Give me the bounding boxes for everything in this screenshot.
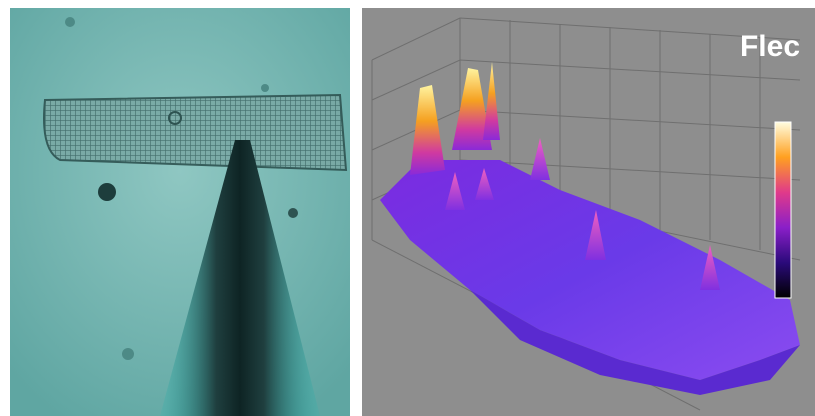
- particle: [261, 84, 269, 92]
- panel-label: Flec: [740, 30, 800, 63]
- particle: [65, 17, 75, 27]
- microscopy-panel: [10, 8, 350, 416]
- particle: [98, 183, 116, 201]
- figure: Flec: [0, 0, 815, 416]
- color-bar: [775, 122, 791, 298]
- particle: [288, 208, 298, 218]
- cell: [44, 95, 346, 170]
- particle: [122, 348, 134, 360]
- surface-panel: Flec: [362, 8, 815, 416]
